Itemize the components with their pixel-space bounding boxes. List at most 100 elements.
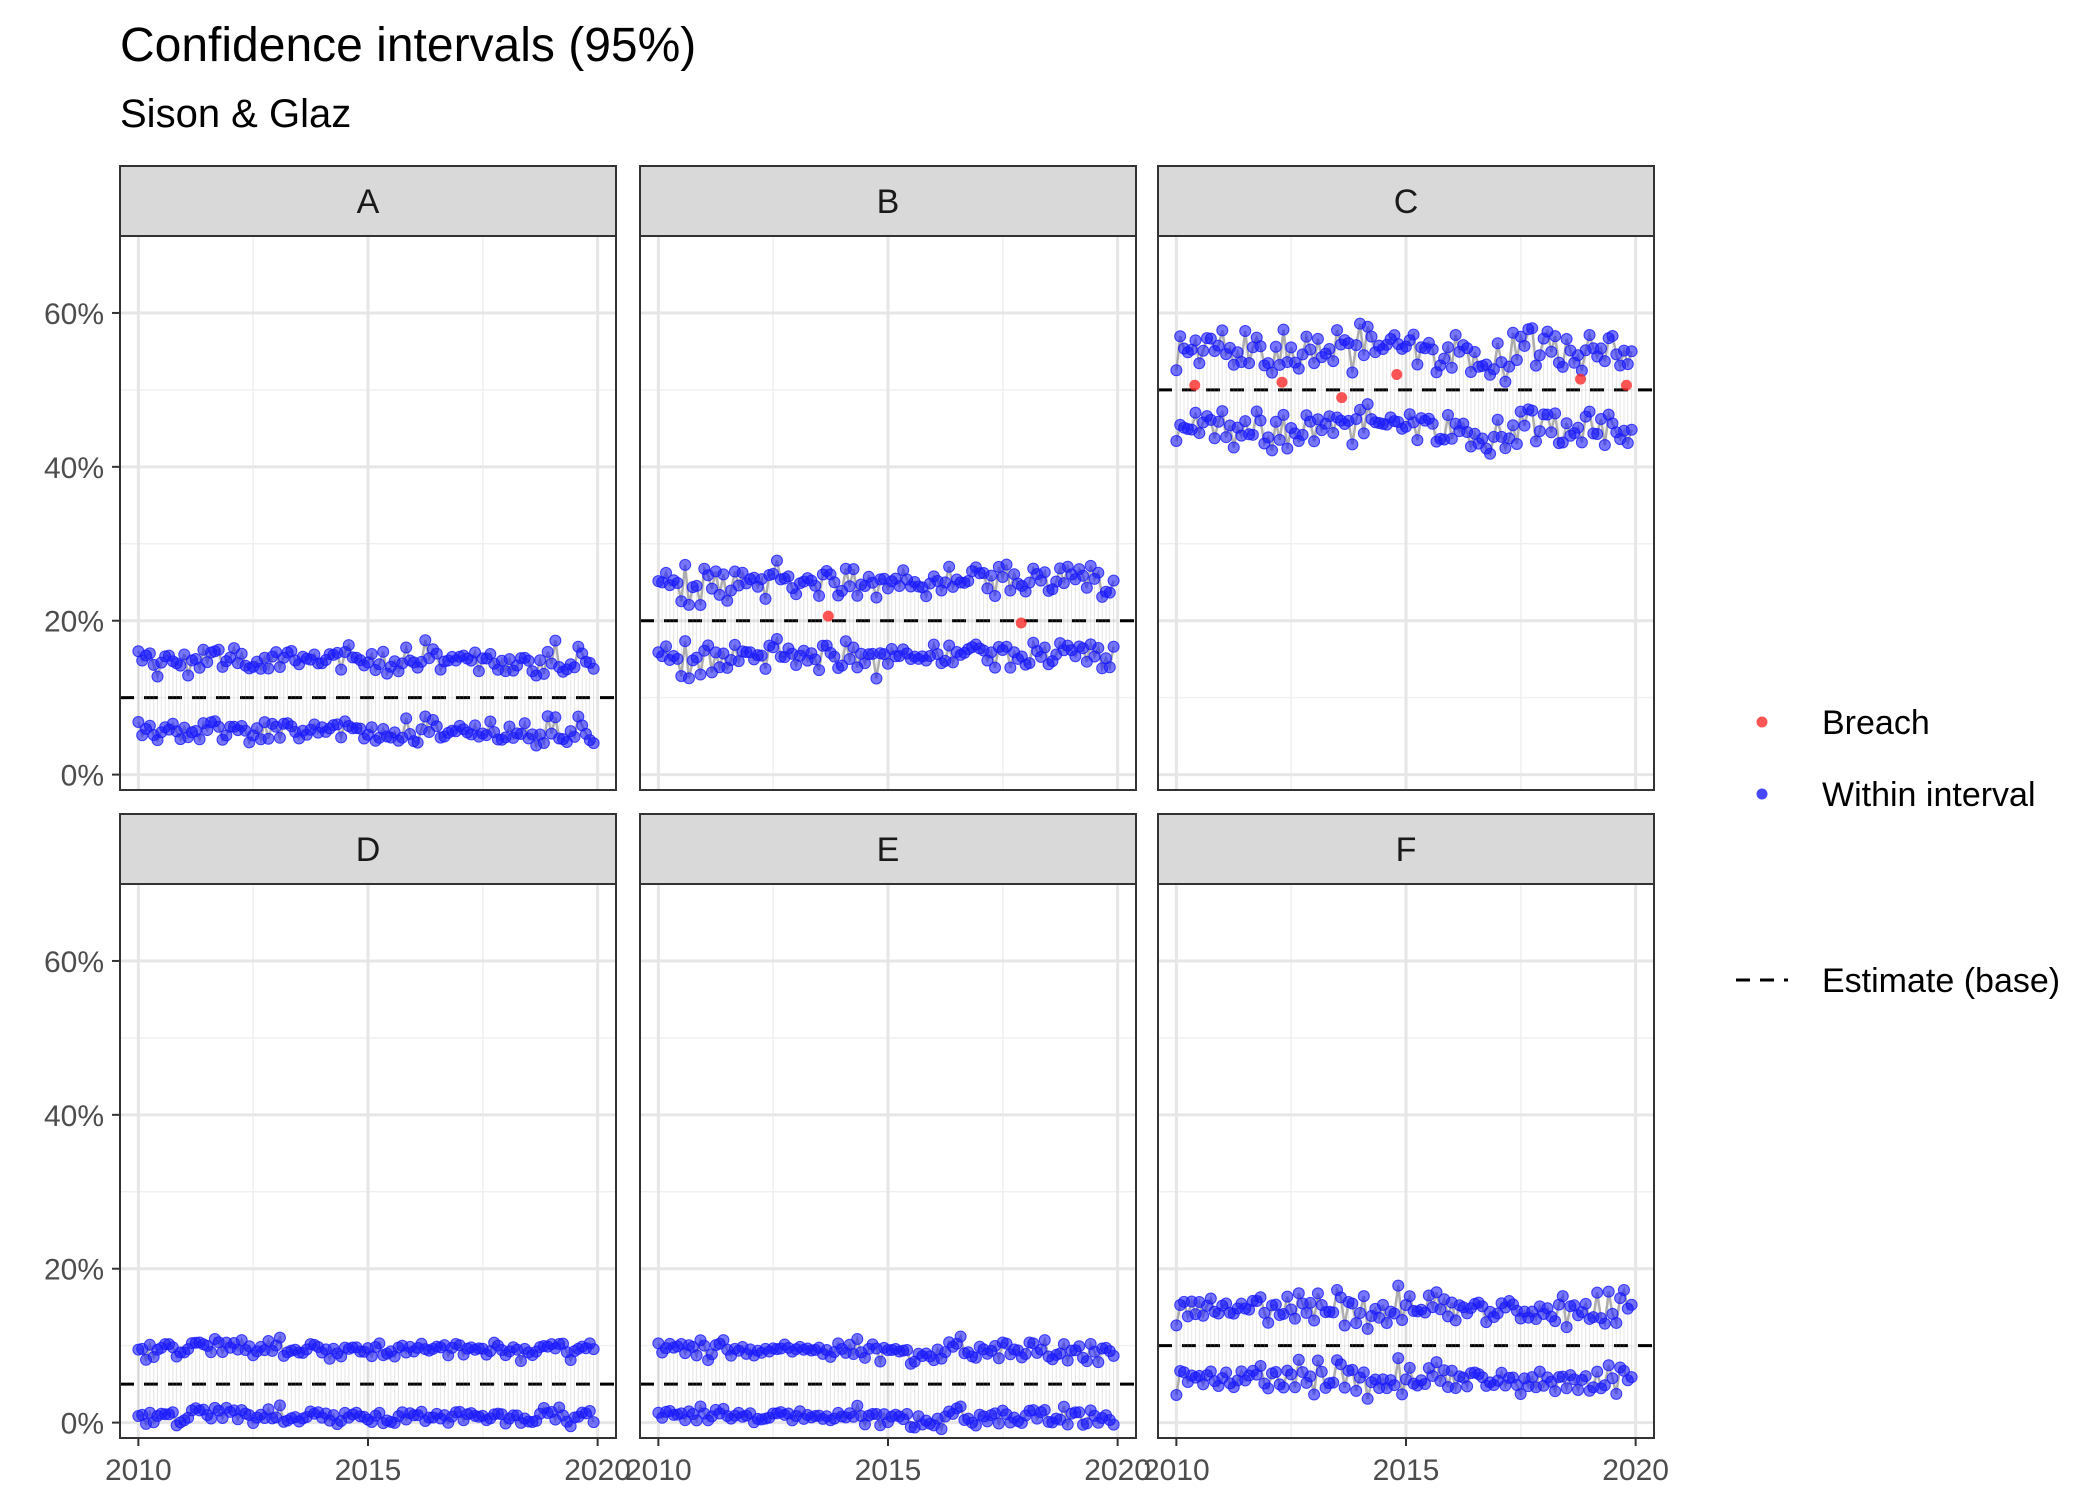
data-point-upper [235, 647, 248, 660]
data-point-lower [1560, 1382, 1573, 1395]
x-tick-label: 2010 [625, 1454, 692, 1487]
data-point-upper [1518, 339, 1531, 352]
x-tick-label: 2015 [335, 1454, 402, 1487]
data-point-upper [847, 563, 860, 576]
data-point-upper [1174, 330, 1187, 343]
data-point-upper [671, 576, 684, 589]
data-point-lower [1061, 1418, 1074, 1431]
data-point-upper [851, 1333, 864, 1346]
data-point-upper [1411, 358, 1424, 371]
data-point-lower [690, 651, 703, 664]
facet-strip [119, 813, 617, 885]
facet-label: A [357, 183, 380, 221]
data-point-lower [839, 635, 852, 648]
data-point-upper [1038, 566, 1051, 579]
y-tick-label: 60% [44, 946, 104, 979]
data-point-upper [1197, 1309, 1210, 1322]
y-tick-label: 40% [44, 452, 104, 485]
data-point-upper [1438, 352, 1451, 365]
data-point-lower [1212, 415, 1225, 428]
data-point-lower [1269, 415, 1282, 428]
data-point-lower [1107, 1418, 1120, 1431]
data-point-upper [1598, 355, 1611, 368]
data-point-lower [484, 715, 497, 728]
data-point-upper [1092, 566, 1105, 579]
data-point-upper [430, 647, 443, 660]
data-point-upper [1403, 1290, 1416, 1303]
data-point-lower [132, 716, 145, 729]
data-point-upper [182, 669, 195, 682]
legend-key-point [1756, 716, 1768, 728]
data-point-upper [1430, 1286, 1443, 1299]
data-point-upper [1057, 577, 1070, 590]
data-point-lower [273, 1399, 286, 1412]
data-point-lower [1346, 1363, 1359, 1376]
data-point-upper [843, 580, 856, 593]
data-point-lower [1262, 1382, 1275, 1395]
data-point-upper [1598, 1317, 1611, 1330]
data-point-upper [1503, 360, 1516, 373]
data-point-lower [1281, 442, 1294, 455]
x-tick-label: 2015 [1373, 1454, 1440, 1487]
data-point-upper [813, 589, 826, 602]
data-point-upper [690, 579, 703, 592]
facet-strip [639, 813, 1137, 885]
panel-a: A 0% 20% 40% 60% [44, 165, 617, 793]
data-point-upper [1292, 1287, 1305, 1300]
data-point-lower [870, 672, 883, 685]
x-tick-label: 2010 [1143, 1454, 1210, 1487]
data-point-lower [1445, 432, 1458, 445]
data-point-upper [1346, 1297, 1359, 1310]
data-point-lower [1510, 438, 1523, 451]
data-point-upper [1625, 345, 1638, 358]
data-point-upper [851, 589, 864, 602]
data-point-upper [1300, 330, 1313, 343]
data-point-upper [1311, 332, 1324, 345]
data-point-lower [1277, 408, 1290, 421]
data-point-lower [1507, 419, 1520, 432]
data-point-upper [770, 554, 783, 567]
data-point-upper [1350, 1317, 1363, 1330]
data-point-lower [273, 731, 286, 744]
data-point-lower [1254, 414, 1267, 427]
data-point-upper [985, 569, 998, 582]
data-point-upper [212, 643, 225, 656]
data-point-lower [836, 659, 849, 672]
data-point-lower [1315, 1365, 1328, 1378]
data-point-upper [373, 658, 386, 671]
data-point-upper [1308, 1314, 1321, 1327]
data-point-upper [1579, 1297, 1592, 1310]
data-point-upper [1327, 1306, 1340, 1319]
data-point-upper [1491, 337, 1504, 350]
data-point-upper [1595, 342, 1608, 355]
data-point-upper [365, 648, 378, 661]
data-point-lower [205, 1412, 218, 1425]
data-point-lower [770, 633, 783, 646]
data-point-lower [660, 640, 673, 653]
data-point-upper [962, 575, 975, 588]
data-point-lower [1591, 428, 1604, 441]
data-point-lower [1327, 427, 1340, 440]
data-point-upper [736, 566, 749, 579]
data-point-upper [1327, 355, 1340, 368]
data-point-lower [1403, 1361, 1416, 1374]
data-point-lower [411, 736, 424, 749]
data-point-upper [1092, 1356, 1105, 1369]
data-point-lower [679, 635, 692, 648]
data-point-lower [1560, 417, 1573, 430]
data-point-lower [992, 1417, 1005, 1430]
facet-label: E [877, 831, 900, 869]
data-point-upper [1617, 1283, 1630, 1296]
data-point-lower [1388, 1379, 1401, 1392]
data-point-upper [262, 662, 275, 675]
data-point-lower [901, 1407, 914, 1420]
data-point-upper [1262, 1316, 1275, 1329]
data-point-lower [989, 661, 1002, 674]
data-point-upper [419, 634, 432, 647]
data-point-upper [1549, 1315, 1562, 1328]
data-point-upper [1545, 345, 1558, 358]
data-point-upper [1583, 328, 1596, 341]
data-point-upper [1357, 1290, 1370, 1303]
data-point-lower [1476, 432, 1489, 445]
